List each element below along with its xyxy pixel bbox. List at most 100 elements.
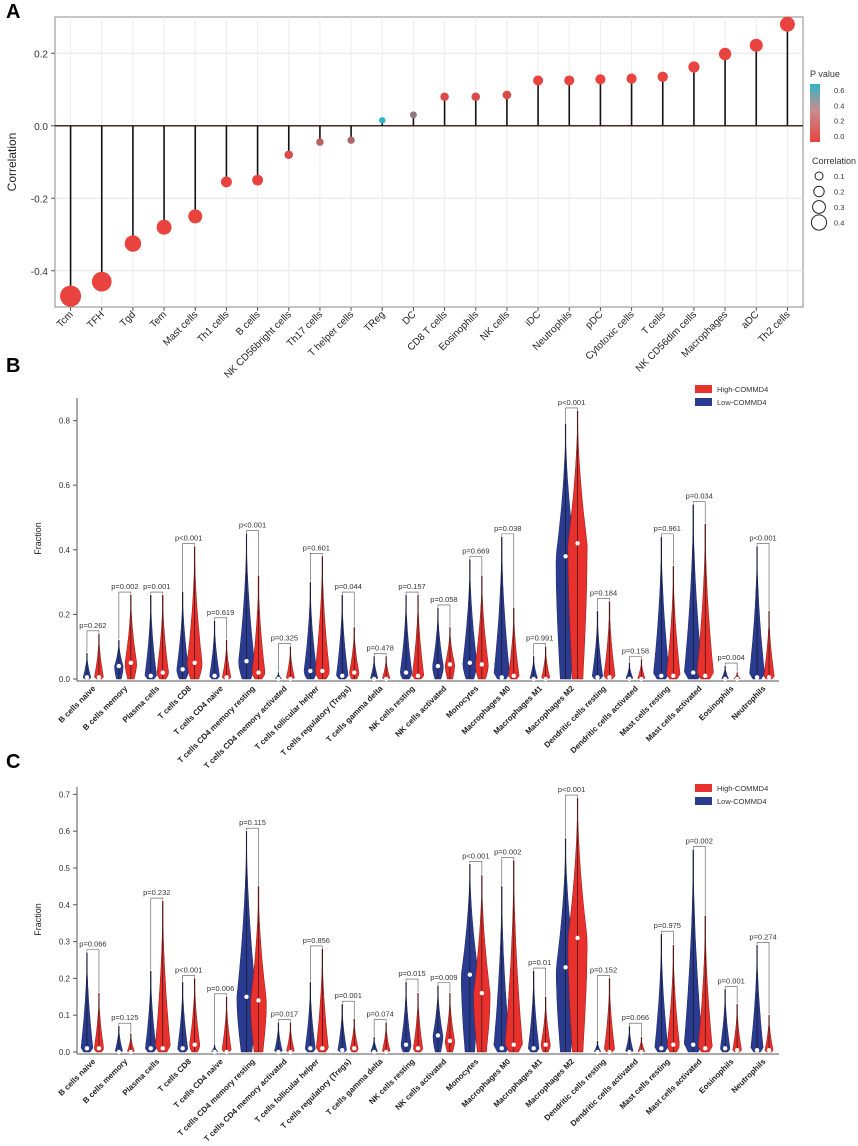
p-value-bracket — [341, 1000, 355, 1018]
p-value-label: p=0.478 — [366, 643, 393, 652]
median-dot-high — [383, 1049, 389, 1055]
p-value-bracket — [661, 533, 674, 565]
p-value-bracket — [533, 967, 546, 996]
median-dot-low — [467, 972, 473, 977]
size-legend-circle — [812, 200, 826, 214]
legend-label-low: Low-COMMD4 — [717, 797, 767, 806]
p-value-bracket — [118, 591, 132, 640]
p-value-bracket — [341, 591, 355, 627]
p-value-label: p<0.001 — [749, 534, 776, 543]
median-dot-low — [148, 1046, 153, 1051]
p-legend-tick: 0.4 — [834, 101, 844, 110]
size-legend-tick: 0.3 — [834, 203, 844, 212]
x-category-label: T cells — [640, 309, 668, 337]
median-dot-high — [447, 662, 453, 667]
x-category-label: Dendritic cells resting — [542, 684, 608, 750]
lollipop-point — [252, 174, 263, 186]
median-dot-low — [499, 1046, 504, 1051]
p-value-bracket — [597, 598, 610, 611]
legend-label-high: High-COMMD4 — [717, 385, 768, 394]
y-tick-label: 0.2 — [34, 49, 48, 60]
median-dot-high — [320, 668, 325, 674]
x-category-label: T cells follicular helper — [253, 684, 321, 752]
p-value-bracket — [86, 949, 100, 993]
median-dot-low — [84, 1046, 90, 1051]
median-dot-high — [447, 1038, 453, 1044]
size-legend-tick: 0.4 — [834, 219, 844, 228]
p-value-label: p=0.152 — [590, 965, 617, 974]
median-dot-low — [691, 1042, 696, 1047]
median-dot-low — [340, 673, 345, 678]
p-value-bracket — [597, 975, 610, 1040]
lollipop-point — [347, 136, 355, 144]
y-tick-label: 0.1 — [59, 1011, 71, 1020]
p-value-bracket — [692, 846, 706, 915]
p-value-bracket — [246, 530, 259, 575]
p-value-label: p=0.991 — [526, 634, 553, 643]
x-category-label: Dendritic cells resting — [542, 1057, 608, 1123]
median-dot-low — [244, 994, 249, 999]
median-dot-high — [479, 662, 485, 667]
panel-b-letter: B — [6, 355, 20, 377]
p-value-label: p=0.002 — [494, 848, 521, 857]
lollipop-point — [657, 71, 668, 82]
median-dot-low — [722, 1046, 728, 1051]
median-dot-high — [766, 675, 772, 680]
x-category-label: T cells gamma delta — [324, 1057, 385, 1118]
lollipop-point — [284, 150, 294, 160]
p-value-label: p=0.184 — [590, 588, 617, 597]
p-value-label: p=0.157 — [398, 582, 425, 591]
y-tick-label: 0.3 — [59, 938, 71, 947]
median-dot-high — [96, 1046, 102, 1051]
p-value-label: p<0.001 — [175, 534, 202, 543]
median-dot-high — [639, 1049, 644, 1055]
lollipop-point — [718, 47, 732, 61]
x-category-label: Tem — [148, 309, 169, 330]
x-category-label: Neutrophils — [730, 1057, 768, 1095]
median-dot-low — [499, 675, 504, 680]
p-value-label: p=0.325 — [271, 634, 298, 643]
legend-swatch-high — [695, 385, 712, 393]
p-value-label: p=0.001 — [335, 991, 362, 1000]
p-value-bracket — [756, 543, 770, 611]
median-dot-high — [703, 673, 708, 678]
median-dot-high — [703, 1046, 708, 1051]
x-category-label: TFH — [85, 309, 107, 331]
y-tick-label: 0.7 — [59, 790, 71, 799]
size-legend-circle — [814, 171, 824, 181]
lollipop-point — [60, 285, 82, 307]
p-value-bracket — [182, 543, 195, 591]
lollipop-point — [316, 138, 324, 146]
x-category-label: aDC — [739, 309, 761, 331]
lollipop-point — [440, 92, 449, 102]
median-dot-high — [543, 676, 548, 682]
median-dot-high — [192, 660, 197, 666]
p-value-label: p=0.066 — [622, 1013, 649, 1022]
y-tick-label: 0.8 — [59, 417, 71, 426]
p-value-bracket — [118, 1022, 132, 1033]
size-legend-circle — [810, 214, 828, 231]
p-value-bracket — [565, 407, 578, 423]
median-dot-low — [435, 1033, 441, 1038]
median-dot-low — [212, 673, 217, 678]
median-dot-low — [403, 670, 409, 675]
p-value-label: p=0.856 — [303, 936, 330, 945]
median-dot-high — [575, 935, 580, 941]
legend-swatch-low — [695, 797, 712, 805]
p-value-label: p=0.669 — [462, 546, 489, 555]
median-dot-low — [116, 663, 122, 669]
median-dot-high — [320, 1046, 325, 1051]
median-dot-low — [595, 675, 600, 680]
x-category-label: iDC — [524, 309, 544, 329]
lollipop-point — [626, 73, 637, 84]
y-tick-label: 0.5 — [59, 864, 71, 873]
x-category-label: Tgd — [118, 309, 138, 329]
p-value-bracket — [501, 857, 515, 886]
p-value-label: p<0.001 — [175, 965, 202, 974]
median-dot-low — [467, 660, 473, 666]
panel-a-letter: A — [6, 1, 20, 23]
median-dot-low — [180, 1046, 185, 1051]
